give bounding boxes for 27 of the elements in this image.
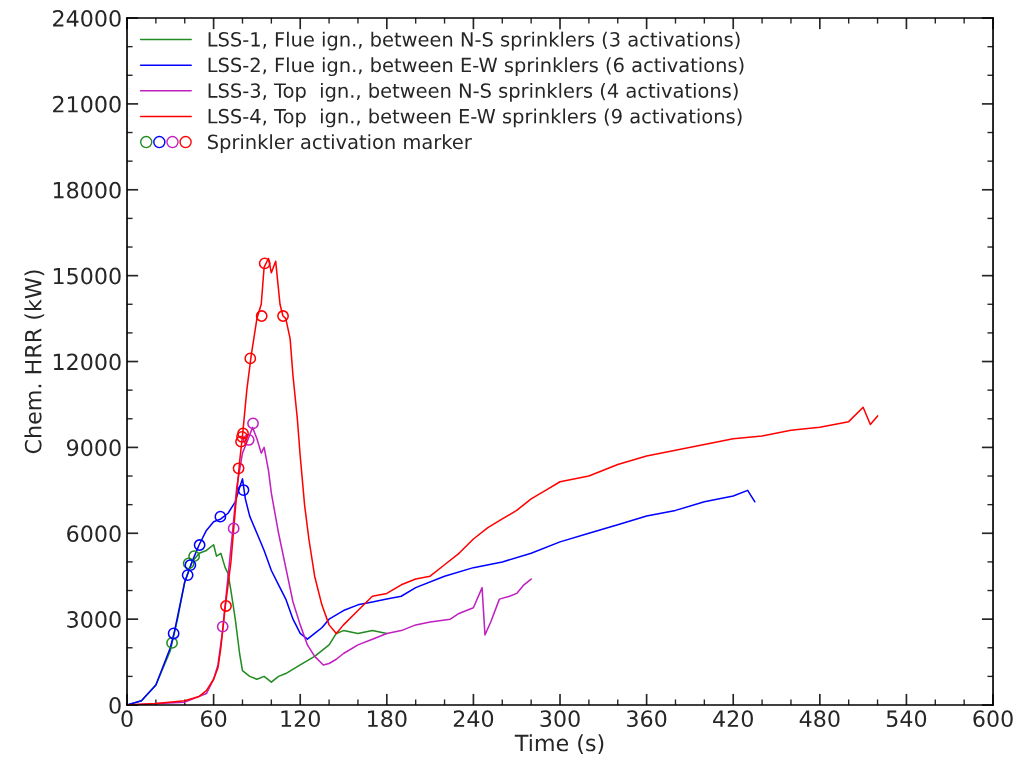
x-tick-label: 540 [886,710,927,728]
x-tick-label: 240 [453,710,494,728]
x-tick-label: 480 [799,710,840,728]
y-tick-label: 15000 [53,267,121,285]
y-tick-label: 6000 [67,525,121,543]
x-tick-label: 60 [201,710,227,728]
y-tick-label: 0 [109,696,121,714]
y-axis-title: Chem. HRR (kW) [24,270,45,454]
x-axis-title: Time (s) [514,734,604,754]
legend-label: Sprinkler activation marker [208,134,472,153]
x-tick-label: 300 [540,710,580,728]
x-tick-label: 360 [627,710,667,728]
x-tick-label: 120 [281,710,320,728]
y-tick-label: 9000 [67,439,121,457]
y-tick-label: 24000 [53,9,121,27]
y-tick-label: 12000 [53,353,121,371]
legend-label: LSS-2, Flue ign., between E-W sprinklers (6 activations) [208,57,744,77]
x-tick-label: 180 [368,710,407,728]
legend-label: LSS-3, Top ign., between N-S sprinklers (4 activations) [208,82,738,102]
y-tick-label: 3000 [67,611,121,628]
y-tick-label: 21000 [53,95,121,113]
x-tick-label: 600 [973,710,1013,728]
y-tick-label: 18000 [53,181,121,199]
x-tick-label: 0 [121,710,133,728]
x-tick-label: 420 [713,710,753,728]
legend-label: LSS-1, Flue ign., between N-S sprinklers (3 activations) [208,31,740,51]
legend-label: LSS-4, Top ign., between E-W sprinklers (9 activations) [208,108,742,128]
